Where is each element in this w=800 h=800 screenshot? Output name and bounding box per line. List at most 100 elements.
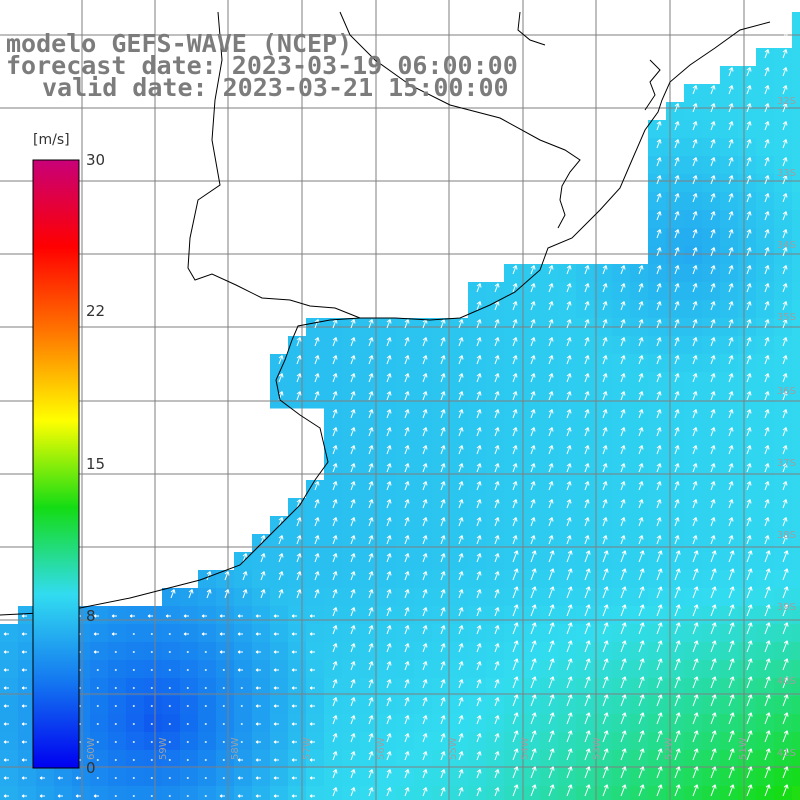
arrow-head — [732, 676, 735, 681]
wind-arrow — [273, 722, 279, 726]
arrow-head — [407, 697, 410, 702]
arrow-head — [695, 301, 698, 306]
arrow-head — [675, 676, 680, 680]
arrow-head — [782, 247, 787, 251]
arrow-head — [350, 697, 355, 701]
wind-arrow — [710, 499, 716, 509]
arrow-head — [695, 139, 698, 144]
arrow-head — [587, 337, 590, 342]
arrow-head — [425, 373, 428, 378]
arrow-head — [350, 427, 355, 431]
arrow-shaft — [530, 730, 536, 743]
wind-arrow — [782, 676, 789, 689]
arrow-shaft — [332, 499, 337, 509]
arrow-head — [497, 643, 500, 648]
arrow-head — [603, 658, 608, 662]
wind-arrow — [458, 517, 464, 527]
speed-cell — [180, 768, 199, 787]
arrow-head — [335, 373, 338, 378]
arrow-shaft — [530, 445, 535, 455]
wind-arrow — [404, 463, 410, 473]
arrow-head — [711, 676, 716, 680]
arrow-head — [368, 337, 373, 341]
arrow-shaft — [476, 679, 481, 689]
arrow-head — [263, 535, 266, 540]
arrow-head — [443, 355, 446, 360]
wind-arrow — [602, 499, 608, 509]
arrow-shaft — [764, 391, 769, 401]
arrow-head — [747, 676, 752, 680]
arrow-head — [767, 49, 770, 54]
arrow-head — [296, 499, 301, 503]
arrow-shaft — [278, 553, 283, 563]
wind-arrow — [692, 121, 698, 131]
arrow-head — [513, 658, 518, 662]
arrow-shaft — [746, 193, 751, 203]
wind-arrow — [566, 640, 573, 653]
arrow-head — [273, 723, 277, 726]
wind-arrow — [309, 686, 315, 690]
arrow-shaft — [710, 121, 715, 131]
arrow-shaft — [602, 481, 607, 491]
arrow-shaft — [332, 697, 337, 707]
arrow-head — [291, 669, 295, 672]
arrow-head — [497, 553, 500, 558]
arrow-head — [150, 633, 153, 635]
arrow-head — [461, 697, 464, 702]
arrow-shaft — [404, 697, 409, 707]
arrow-head — [731, 517, 734, 522]
arrow-shaft — [620, 373, 625, 383]
speed-cell — [792, 408, 800, 427]
arrow-head — [566, 265, 571, 269]
wind-arrow — [476, 589, 482, 599]
speed-cell — [792, 606, 800, 625]
arrow-head — [371, 697, 374, 702]
arrow-shaft — [494, 571, 499, 581]
arrow-shaft — [764, 499, 769, 509]
arrow-head — [677, 481, 680, 486]
arrow-shaft — [674, 550, 680, 563]
arrow-head — [458, 553, 463, 557]
arrow-head — [728, 211, 733, 215]
arrow-shaft — [782, 193, 787, 203]
arrow-head — [587, 283, 590, 288]
arrow-shaft — [332, 715, 337, 725]
wind-arrow — [548, 481, 554, 491]
speed-cell — [180, 732, 199, 751]
arrow-head — [606, 640, 609, 645]
wind-arrow — [350, 499, 356, 509]
arrow-head — [281, 553, 284, 558]
arrow-shaft — [368, 643, 373, 653]
arrow-head — [461, 391, 464, 396]
arrow-head — [389, 643, 392, 648]
wind-arrow — [291, 704, 297, 708]
arrow-shaft — [782, 499, 787, 509]
speed-cell — [90, 660, 109, 679]
arrow-head — [584, 265, 589, 269]
arrow-shaft — [656, 517, 661, 527]
arrow-head — [368, 319, 373, 323]
arrow-head — [407, 463, 410, 468]
arrow-head — [515, 463, 518, 468]
arrow-head — [281, 571, 284, 576]
arrow-head — [785, 373, 788, 378]
wind-arrow — [602, 676, 609, 689]
arrow-head — [587, 355, 590, 360]
speed-cell — [216, 624, 235, 643]
arrow-head — [764, 265, 769, 269]
speed-cell — [126, 696, 145, 715]
wind-arrow — [746, 319, 752, 329]
arrow-head — [567, 622, 572, 626]
arrow-shaft — [692, 658, 698, 671]
wind-arrow — [404, 373, 410, 383]
arrow-shaft — [368, 589, 373, 599]
arrow-head — [422, 517, 427, 521]
arrow-head — [602, 445, 607, 449]
wind-arrow — [782, 211, 788, 221]
arrow-head — [332, 679, 337, 683]
speed-cell — [270, 750, 289, 769]
arrow-head — [696, 658, 699, 663]
speed-cell — [270, 732, 289, 751]
arrow-head — [512, 319, 517, 323]
arrow-head — [497, 625, 500, 630]
